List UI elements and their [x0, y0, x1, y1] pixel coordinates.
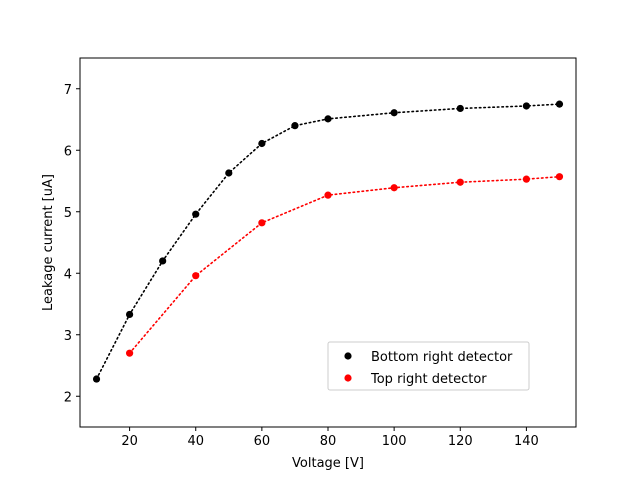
data-point: [324, 191, 332, 199]
x-axis-label: Voltage [V]: [292, 456, 364, 471]
data-point: [390, 184, 398, 192]
y-tick-label: 7: [64, 83, 72, 98]
data-point: [555, 100, 564, 108]
data-point: [555, 173, 564, 181]
x-tick-label: 100: [382, 434, 407, 449]
x-tick-label: 60: [254, 434, 271, 449]
x-tick-label: 20: [121, 434, 138, 449]
data-point: [522, 175, 531, 183]
series-1: [126, 173, 564, 357]
x-tick-label: 80: [320, 434, 337, 449]
data-point: [258, 219, 266, 227]
data-point: [522, 102, 531, 110]
data-point: [126, 310, 134, 319]
legend: Bottom right detector Top right detector: [327, 341, 530, 391]
series-0: [92, 100, 564, 383]
y-tick-label: 6: [64, 144, 72, 159]
y-tick-label: 4: [64, 267, 72, 282]
legend-box: [327, 341, 530, 391]
data-point: [390, 109, 398, 117]
y-tick-label: 2: [64, 390, 72, 405]
y-tick-label: 3: [64, 329, 72, 344]
x-tick-label: 40: [187, 434, 204, 449]
x-tick-label: 120: [448, 434, 473, 449]
plot-area: [92, 100, 564, 383]
data-point: [92, 375, 101, 383]
plot-frame: [79, 57, 577, 428]
legend-marker: [344, 352, 352, 360]
x-axis: 20 40 60 80 100 120 140: [121, 427, 539, 449]
data-point: [456, 104, 464, 113]
series-line: [128, 175, 561, 355]
data-point: [258, 139, 266, 148]
data-point: [324, 115, 332, 123]
data-point: [159, 257, 167, 265]
series-line: [95, 103, 561, 380]
data-point: [225, 169, 233, 177]
x-tick-label: 140: [514, 434, 539, 449]
y-axis-label: Leakage current [uA]: [41, 174, 56, 311]
data-point: [126, 349, 134, 357]
data-point: [192, 272, 200, 280]
y-axis: 2 3 4 5 6 7: [64, 83, 80, 405]
legend-marker: [344, 374, 352, 382]
data-point: [192, 210, 200, 218]
data-point: [291, 122, 299, 130]
legend-label: Top right detector: [370, 372, 487, 387]
legend-label: Bottom right detector: [371, 350, 513, 365]
y-tick-label: 5: [64, 206, 72, 221]
data-point: [456, 178, 464, 186]
